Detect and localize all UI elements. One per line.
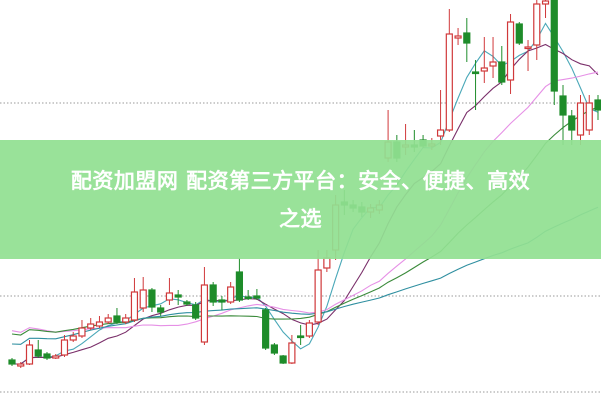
candle-down bbox=[471, 71, 480, 75]
candle-down bbox=[594, 99, 601, 111]
candle-down bbox=[183, 301, 191, 305]
candle-up bbox=[480, 67, 488, 72]
candle-up bbox=[17, 363, 25, 367]
candle-down bbox=[270, 344, 278, 354]
candle-up bbox=[436, 129, 445, 137]
candle-up bbox=[576, 102, 585, 136]
headline-line-2: 之选 bbox=[279, 206, 322, 231]
candle-down bbox=[218, 299, 226, 303]
candle-up bbox=[95, 321, 104, 327]
candle-up bbox=[200, 284, 209, 343]
candle-down bbox=[253, 295, 261, 299]
candle-up bbox=[69, 335, 77, 341]
candle-up bbox=[78, 327, 86, 337]
candle-up bbox=[445, 33, 453, 131]
candle-up bbox=[227, 286, 235, 303]
ma10-line bbox=[12, 43, 599, 365]
candle-up bbox=[165, 292, 174, 301]
candle-down bbox=[550, 0, 558, 92]
candle-down bbox=[515, 23, 523, 44]
candle-down bbox=[8, 359, 16, 365]
candle-up bbox=[489, 61, 497, 67]
candle-down bbox=[297, 335, 305, 339]
candle-up bbox=[314, 269, 322, 323]
candle-up bbox=[104, 317, 112, 323]
candle-up bbox=[122, 317, 130, 323]
candle-down bbox=[244, 296, 252, 300]
candle-down bbox=[209, 284, 217, 303]
candle-up bbox=[25, 344, 34, 365]
candle-down bbox=[568, 115, 576, 131]
candle-down bbox=[559, 95, 567, 116]
candle-up bbox=[130, 291, 139, 321]
ma20-line bbox=[11, 71, 599, 333]
candle-up bbox=[506, 21, 515, 81]
candle-up bbox=[454, 35, 462, 39]
candle-up bbox=[541, 0, 550, 5]
candle-up bbox=[139, 289, 147, 309]
candle-up bbox=[323, 257, 331, 269]
candle-up bbox=[87, 323, 95, 329]
headline-banner: 配资加盟网 配资第三方平台：安全、便捷、高效 之选 bbox=[0, 140, 601, 259]
candle-down bbox=[148, 289, 156, 308]
candle-down bbox=[34, 349, 42, 357]
candle-up bbox=[288, 342, 296, 364]
candle-down bbox=[279, 355, 287, 364]
candle-down bbox=[192, 304, 200, 319]
candle-down bbox=[262, 309, 270, 349]
candle-down bbox=[157, 307, 165, 313]
candle-down bbox=[463, 32, 471, 44]
candle-up bbox=[60, 339, 69, 356]
candle-up bbox=[585, 102, 593, 131]
candle-up bbox=[52, 355, 60, 359]
candle-up bbox=[524, 46, 532, 50]
candle-down bbox=[113, 315, 121, 323]
candle-down bbox=[235, 271, 244, 301]
headline-line-1: 配资加盟网 配资第三方平台：安全、便捷、高效 bbox=[70, 168, 531, 193]
candle-up bbox=[533, 3, 541, 46]
candle-up bbox=[305, 322, 313, 337]
candle-down bbox=[498, 61, 506, 83]
candle-down bbox=[174, 294, 182, 298]
candle-down bbox=[43, 353, 51, 359]
